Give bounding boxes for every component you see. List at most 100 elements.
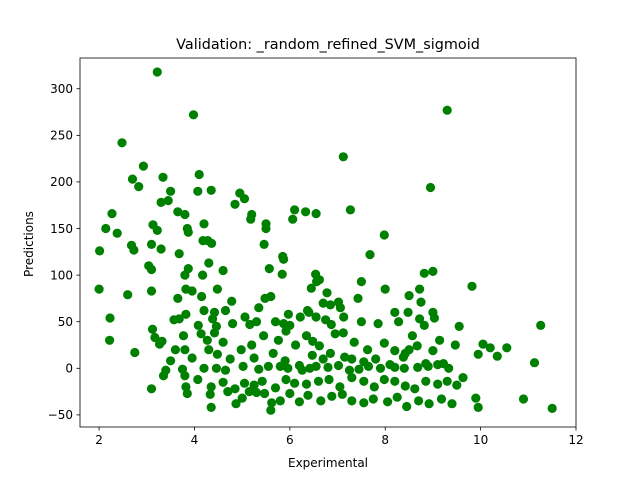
data-point-65 — [123, 290, 133, 300]
data-point-33 — [246, 214, 256, 224]
data-point-218 — [206, 382, 216, 392]
data-point-229 — [324, 374, 334, 385]
data-point-76 — [314, 275, 324, 285]
data-point-257 — [327, 391, 337, 401]
data-point-158 — [412, 341, 422, 351]
axes-layer: 2 4 6 8 10 12 −50 0 50 100 150 200 250 300 — [48, 57, 584, 447]
data-point-244 — [205, 389, 215, 399]
x-tick-label-4: 4 — [191, 433, 199, 447]
data-point-81 — [415, 284, 425, 294]
data-point-220 — [230, 384, 240, 394]
data-point-135 — [178, 331, 189, 341]
data-point-98 — [150, 332, 160, 343]
data-point-90 — [335, 303, 345, 313]
data-point-66 — [146, 286, 157, 296]
data-point-11 — [206, 185, 216, 195]
data-point-222 — [249, 380, 259, 390]
data-point-154 — [390, 346, 400, 356]
data-point-139 — [218, 337, 228, 347]
data-point-259 — [347, 396, 357, 406]
data-point-128 — [536, 320, 546, 330]
data-point-41 — [146, 239, 157, 249]
data-point-9 — [134, 182, 144, 192]
data-point-231 — [347, 373, 357, 383]
data-point-15 — [425, 182, 436, 193]
data-point-214 — [158, 371, 169, 381]
data-point-5 — [138, 161, 148, 171]
data-point-270 — [518, 394, 529, 404]
data-point-159 — [428, 346, 438, 356]
data-point-85 — [404, 291, 414, 301]
data-point-93 — [254, 303, 264, 313]
data-point-36 — [379, 230, 389, 240]
data-point-243 — [182, 388, 192, 399]
data-point-152 — [363, 345, 373, 355]
data-point-24 — [311, 209, 321, 219]
data-point-251 — [267, 398, 277, 408]
data-point-268 — [447, 399, 457, 409]
data-point-95 — [199, 305, 209, 316]
data-point-40 — [129, 245, 139, 255]
data-point-164 — [502, 343, 512, 353]
data-point-112 — [295, 312, 305, 322]
data-point-250 — [260, 388, 270, 399]
data-point-196 — [263, 361, 273, 371]
data-point-130 — [130, 347, 140, 358]
data-point-171 — [225, 354, 235, 364]
data-point-101 — [181, 309, 191, 319]
data-point-274 — [473, 402, 483, 412]
data-point-260 — [359, 398, 369, 408]
data-point-123 — [415, 314, 425, 324]
data-point-35 — [288, 214, 298, 224]
data-point-70 — [212, 284, 222, 294]
data-point-108 — [251, 317, 262, 327]
data-point-223 — [257, 376, 267, 386]
data-point-193 — [220, 365, 231, 375]
data-point-28 — [112, 228, 122, 238]
data-point-122 — [403, 307, 413, 317]
data-point-7 — [158, 172, 168, 182]
data-point-172 — [249, 353, 259, 363]
data-point-234 — [379, 374, 389, 385]
data-point-50 — [174, 249, 184, 259]
data-point-173 — [268, 348, 278, 358]
data-point-188 — [473, 349, 483, 359]
data-point-119 — [373, 319, 383, 329]
data-point-272 — [266, 405, 276, 415]
data-point-219 — [218, 377, 228, 387]
data-point-235 — [390, 376, 400, 386]
data-point-53 — [198, 270, 208, 280]
data-point-178 — [325, 348, 335, 358]
data-point-246 — [231, 399, 241, 409]
data-point-87 — [318, 298, 328, 308]
data-point-262 — [383, 397, 393, 407]
data-point-253 — [285, 388, 295, 399]
data-point-245 — [223, 387, 233, 397]
data-point-144 — [281, 326, 291, 336]
data-point-170 — [212, 349, 222, 359]
data-point-6 — [194, 169, 204, 180]
data-point-224 — [270, 383, 281, 393]
data-point-199 — [297, 365, 307, 375]
data-point-116 — [326, 319, 336, 330]
data-point-132 — [157, 336, 167, 346]
data-point-124 — [419, 320, 429, 330]
data-point-32 — [183, 227, 193, 237]
data-point-225 — [281, 374, 291, 385]
y-tick-label-250: 250 — [50, 129, 73, 143]
data-point-215 — [180, 371, 190, 381]
y-tick-label--50: −50 — [48, 408, 73, 422]
data-point-161 — [450, 340, 460, 350]
data-point-209 — [399, 363, 409, 373]
data-point-10 — [166, 186, 176, 196]
data-point-258 — [337, 389, 347, 399]
data-point-233 — [369, 382, 379, 392]
data-point-133 — [166, 356, 176, 366]
data-point-206 — [363, 361, 374, 371]
data-point-184 — [400, 348, 410, 358]
data-point-92 — [283, 309, 293, 319]
data-point-30 — [152, 225, 162, 235]
data-point-67 — [173, 293, 183, 303]
data-point-69 — [197, 291, 207, 302]
